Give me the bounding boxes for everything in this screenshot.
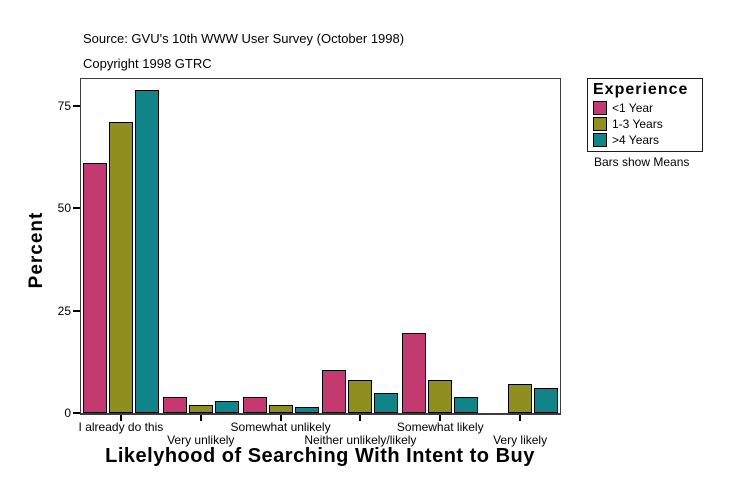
y-tick-label: 25 [57,303,71,318]
x-tick [519,415,522,421]
legend-item-label: >4 Years [612,133,660,147]
legend-item: 1-3 Years [593,117,697,131]
bar->4 Years-Somewhat likely [454,397,479,413]
x-axis-title: Likelyhood of Searching With Intent to B… [105,445,535,467]
legend-item-label: <1 Year [612,101,654,115]
bar-1-3 Years-Somewhat unlikely [268,405,293,413]
bar-1-3 Years-I already do this [108,122,133,413]
bar-<1 Year-Very unlikely [162,397,187,413]
x-tick-label: Very unlikely [167,433,235,447]
bar-<1 Year-Somewhat unlikely [242,397,267,413]
copyright-text: Copyright 1998 GTRC [83,56,212,71]
legend-title: Experience [593,81,689,98]
y-tick-label: 50 [57,201,71,216]
legend-item-label: 1-3 Years [612,117,663,131]
bar-1-3 Years-Somewhat likely [428,380,453,413]
plot-area: 0 25 50 75 I already do this Very unlikely Som… [58,78,561,447]
x-tick [279,415,282,421]
y-tick [73,412,80,414]
legend-item: <1 Year [593,101,697,115]
bar->4 Years-Very unlikely [214,401,239,413]
legend-items: <1 Year 1-3 Years >4 Years [593,101,697,147]
bar-1-3 Years-Very likely [508,384,533,413]
y-axis-title: Percent [26,211,47,289]
x-tick-label: Somewhat likely [396,420,484,434]
x-tick-label: Very likely [493,433,548,447]
x-tick [439,415,442,421]
x-tick [359,415,362,421]
bar->4 Years-Somewhat unlikely [294,407,319,413]
bar-<1 Year-Neither unlikely/likely [322,370,347,413]
y-tick [73,207,80,210]
bar->4 Years-Neither unlikely/likely [374,393,399,413]
x-tick [119,415,122,421]
bar-1-3 Years-Neither unlikely/likely [348,380,373,413]
bar-<1 Year-Somewhat likely [402,333,427,413]
legend-swatch [593,101,607,115]
x-tick-label: I already do this [78,420,164,434]
y-tick [73,309,80,312]
x-tick-label: Neither unlikely/likely [304,433,417,447]
legend-item: >4 Years [593,133,697,147]
bar-<1 Year-I already do this [82,163,107,413]
legend-swatch [593,133,607,147]
legend-swatch [593,117,607,131]
legend-note: Bars show Means [594,155,690,169]
y-tick-label: 0 [64,406,71,420]
y-tick-label: 75 [57,99,71,113]
source-text: Source: GVU's 10th WWW User Survey (Octo… [83,31,405,46]
bar-1-3 Years-Very unlikely [188,405,213,413]
legend: Experience <1 Year 1-3 Years >4 Years [587,78,703,152]
x-tick [199,415,202,421]
bar->4 Years-I already do this [134,90,159,413]
x-tick-label: Somewhat unlikely [230,420,331,434]
bar->4 Years-Very likely [534,388,559,413]
y-tick [73,105,80,107]
